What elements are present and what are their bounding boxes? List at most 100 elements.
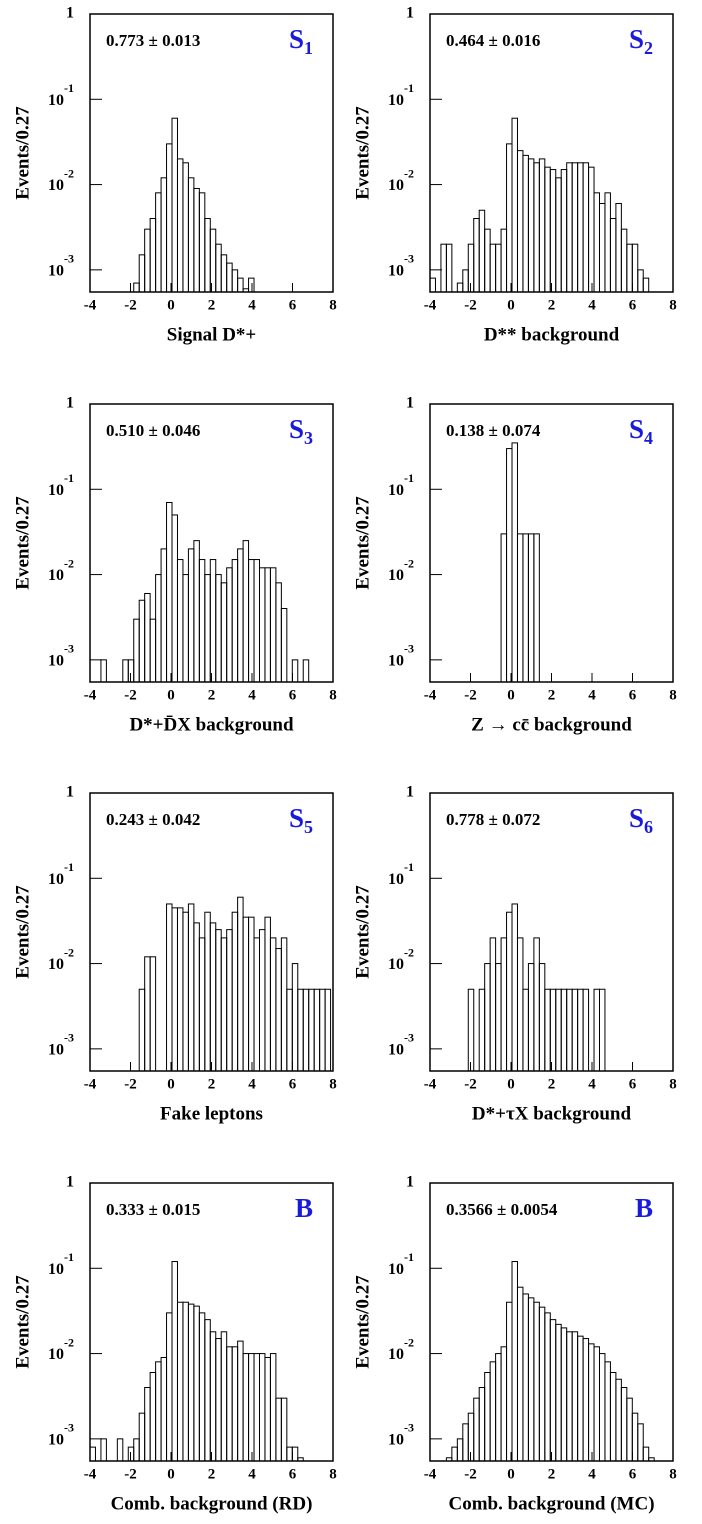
histogram-bar: [478, 209, 486, 293]
histogram-bar: [533, 162, 540, 293]
histogram-bar: [533, 1301, 540, 1462]
histogram-bar: [187, 177, 195, 293]
x-tick-label: -4: [84, 1076, 97, 1092]
histogram-bar: [166, 903, 173, 1072]
histogram-bar: [516, 937, 524, 1072]
tag: S3: [289, 414, 313, 448]
x-tick-label: -2: [124, 297, 137, 313]
histogram-bar: [193, 187, 200, 293]
histogram-bar: [544, 988, 551, 1072]
histogram-bar: [237, 277, 244, 293]
histogram-bar: [155, 1361, 162, 1462]
x-axis-label: Z → cc̄ background: [471, 714, 632, 735]
histogram-bar: [253, 1353, 260, 1462]
annotation: 0.138 ± 0.074: [446, 421, 541, 440]
x-axis-label: D*+τX background: [472, 1103, 632, 1124]
histogram-bar: [626, 243, 633, 293]
histogram-bar: [258, 567, 266, 683]
x-tick-label: 4: [588, 1076, 596, 1092]
histogram-bar: [566, 988, 573, 1072]
plot-frame: [89, 403, 334, 683]
x-tick-label: 2: [208, 1466, 216, 1482]
histogram-bar: [522, 533, 529, 683]
histogram-bar: [193, 922, 200, 1072]
histogram-bar: [144, 1387, 151, 1462]
histogram-bar: [133, 618, 140, 683]
histogram-bar: [516, 1286, 524, 1462]
y-tick-label: 10: [388, 1261, 404, 1278]
y-tick-exponent: -3: [404, 252, 414, 266]
y-tick-label: 1: [406, 5, 414, 22]
histogram-bar: [484, 228, 491, 293]
histogram-bar: [297, 988, 304, 1072]
x-tick-label: 0: [507, 297, 515, 313]
histogram-bar: [237, 896, 244, 1072]
histogram-bar: [462, 1423, 469, 1462]
histogram-bar: [445, 243, 453, 293]
y-tick-label: 10: [388, 177, 404, 194]
x-tick-label: 4: [588, 687, 596, 703]
histogram-bar: [155, 192, 162, 293]
y-tick-exponent: -3: [64, 642, 74, 656]
histogram-bar: [166, 143, 173, 293]
histogram-bar: [275, 948, 282, 1072]
y-tick-label: 10: [388, 263, 404, 280]
histogram-bar: [182, 1301, 189, 1462]
histogram-bar: [220, 937, 228, 1072]
histogram-bar: [149, 1371, 157, 1462]
histogram-bar: [598, 202, 606, 293]
y-tick-exponent: -2: [64, 166, 74, 180]
histogram-bar: [473, 1397, 480, 1462]
histogram-bar: [462, 269, 469, 293]
histogram-bar: [149, 618, 157, 683]
x-tick-label: 8: [669, 687, 677, 703]
annotation: 0.3566 ± 0.0054: [446, 1200, 558, 1219]
y-tick-label: 10: [388, 653, 404, 670]
histogram-bar: [138, 254, 146, 293]
histogram-bar: [598, 988, 606, 1072]
histogram-bar: [248, 277, 255, 293]
y-tick-label: 1: [406, 1174, 414, 1191]
histogram-bar: [555, 177, 562, 293]
histogram-bar: [209, 559, 217, 683]
histogram-bar: [620, 228, 628, 293]
histogram-bar: [516, 150, 524, 293]
tag-main: B: [295, 1193, 313, 1223]
histogram-bar: [258, 1353, 266, 1462]
annotation: 0.778 ± 0.072: [446, 810, 540, 829]
histogram-bar: [522, 154, 529, 293]
histogram-bar: [324, 988, 332, 1072]
histogram-bar: [176, 158, 184, 293]
histogram-bar: [544, 1312, 551, 1462]
histogram-bar: [160, 548, 168, 683]
histogram-bar: [215, 574, 222, 683]
histogram-bar: [500, 228, 508, 293]
histogram-bar: [215, 243, 222, 293]
x-tick-label: -2: [464, 1466, 477, 1482]
tag: S1: [289, 24, 313, 58]
tag: B: [635, 1193, 653, 1223]
histogram-bar: [127, 659, 135, 683]
tag-main: S: [629, 803, 644, 833]
histogram-bar: [642, 1446, 650, 1462]
histogram-bar: [269, 1353, 277, 1462]
histogram-bar: [171, 514, 178, 683]
histogram-bar: [495, 963, 502, 1072]
histogram-bar: [484, 1371, 491, 1462]
y-tick-label: 10: [48, 1042, 64, 1059]
x-tick-label: -2: [124, 687, 137, 703]
histogram-bar: [215, 929, 222, 1072]
y-tick-exponent: -2: [64, 945, 74, 959]
histogram-bar: [527, 533, 535, 683]
histogram-bar: [593, 988, 600, 1072]
y-tick-exponent: -1: [404, 1250, 414, 1264]
histogram-bar: [253, 559, 260, 683]
x-tick-label: -2: [124, 1466, 137, 1482]
histogram-bar: [275, 582, 282, 683]
x-tick-label: -4: [84, 297, 97, 313]
histogram-bar: [133, 282, 140, 293]
y-axis-label: Events/0.27: [12, 496, 33, 590]
tag-main: S: [289, 803, 304, 833]
y-tick-exponent: -2: [64, 1335, 74, 1349]
histogram-bar: [171, 907, 178, 1072]
